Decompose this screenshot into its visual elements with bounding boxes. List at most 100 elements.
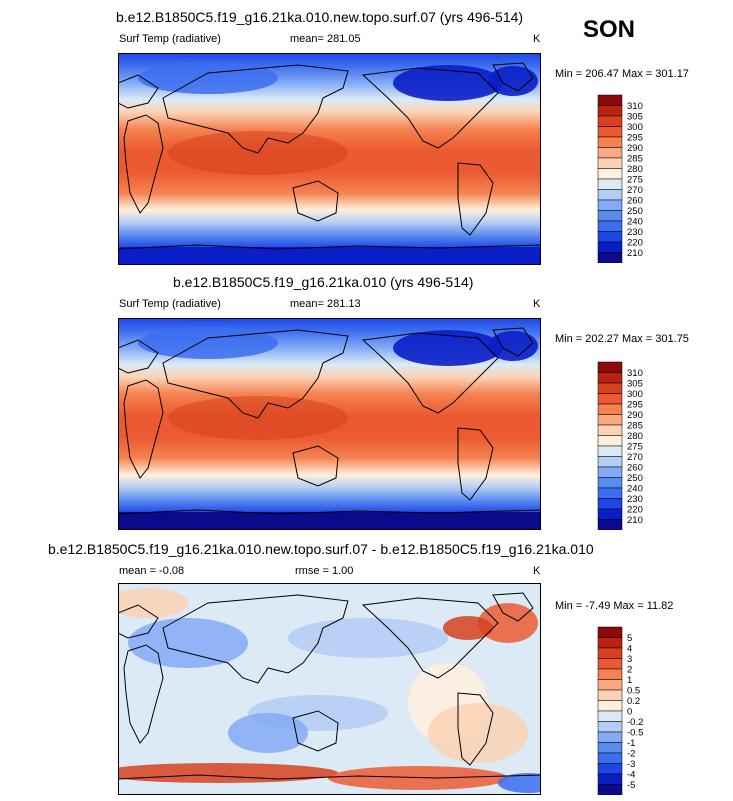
colorbar-1-swatch	[597, 136, 623, 148]
panel-2-colorbar: 3103053002952902852802752702602502402302…	[597, 361, 643, 530]
panel-2-minmax: Min = 202.27 Max = 301.75	[555, 333, 689, 345]
coastline	[123, 114, 164, 214]
map-frame	[118, 53, 541, 265]
panel-1-variable-label: Surf Temp (radiative)	[119, 33, 221, 45]
siberia-cold-region	[138, 327, 278, 359]
colorbar-1-swatch	[597, 94, 623, 106]
panel-2-mean: mean= 281.13	[290, 298, 361, 310]
colorbar-2-tick-label: 240	[627, 484, 643, 495]
colorbar-2-swatch	[597, 403, 623, 415]
coastline	[123, 379, 164, 479]
colorbar-1-swatch	[597, 231, 623, 243]
coastline	[162, 329, 349, 419]
colorbar-1-swatch	[597, 126, 623, 138]
colorbar-2-tick-label: 280	[627, 431, 643, 442]
colorbar-3-tick-label: 3	[627, 654, 632, 665]
colorbar-2-swatch	[597, 435, 623, 447]
colorbar-1-swatch	[597, 157, 623, 169]
coastline	[292, 710, 339, 752]
panel-2-units: K	[533, 298, 541, 310]
panel-1-units: K	[533, 33, 541, 45]
colorbar-2-tick-label: 285	[627, 421, 643, 432]
difference-anomaly-region	[498, 773, 541, 793]
colorbar-1-swatch	[597, 199, 623, 211]
colorbar-3-tick-label: 0	[627, 707, 632, 718]
colorbar-2-tick-label: 305	[627, 379, 643, 390]
panel-2-title: b.e12.B1850C5.f19_g16.21ka.010 (yrs 496-…	[173, 274, 474, 290]
colorbar-3-swatch	[597, 637, 623, 649]
panel-3-title: b.e12.B1850C5.f19_g16.21ka.010.new.topo.…	[48, 541, 594, 557]
difference-anomaly-region	[443, 616, 493, 640]
colorbar-3-swatch	[597, 773, 623, 785]
colorbar-3-tick-label: -0.2	[627, 717, 643, 728]
difference-anomaly-region	[128, 618, 248, 668]
colorbar-2-swatch	[597, 456, 623, 468]
coastline	[292, 445, 339, 487]
colorbar-3-tick-label: -4	[627, 770, 635, 781]
panel-3-map	[118, 583, 541, 795]
colorbar-2-tick-label: 300	[627, 389, 643, 400]
colorbar-2-tick-label: 250	[627, 473, 643, 484]
colorbar-1-tick-label: 270	[627, 185, 643, 196]
coastline	[123, 644, 164, 744]
colorbar-3-swatch	[597, 731, 623, 743]
coastline	[457, 162, 494, 236]
map-frame	[118, 583, 541, 795]
coastline	[361, 67, 499, 149]
arctic-canada-cold-region	[393, 65, 503, 101]
colorbar-2-tick-label: 290	[627, 410, 643, 421]
colorbar-1-swatch	[597, 241, 623, 253]
difference-anomaly-region	[228, 713, 308, 753]
colorbar-3-tick-label: -1	[627, 738, 635, 749]
colorbar-3-swatch	[597, 668, 623, 680]
colorbar-2-tick-label: 270	[627, 452, 643, 463]
coastline	[118, 339, 159, 374]
panel-3-minmax: Min = -7.49 Max = 11.82	[555, 600, 674, 612]
greenland-cold-region	[488, 331, 538, 361]
colorbar-3-swatch	[597, 752, 623, 764]
colorbar-3-tick-label: 0.2	[627, 696, 640, 707]
colorbar-2-swatch	[597, 487, 623, 499]
coastline	[292, 180, 339, 222]
coastline	[457, 692, 494, 766]
colorbar-1-swatch	[597, 252, 623, 263]
panel-1-map	[118, 53, 541, 265]
colorbar-1-swatch	[597, 220, 623, 232]
colorbar-2-tick-label: 260	[627, 463, 643, 474]
coastline	[361, 597, 499, 679]
colorbar-2-swatch	[597, 466, 623, 478]
coastline	[457, 427, 494, 501]
colorbar-2-swatch	[597, 393, 623, 405]
panel-3-units: K	[533, 565, 541, 577]
colorbar-2-swatch	[597, 361, 623, 373]
panel-3-mean: mean = -0.08	[119, 565, 185, 577]
colorbar-2-swatch	[597, 445, 623, 457]
colorbar-1-tick-label: 280	[627, 164, 643, 175]
panel-1-colorbar: 3103053002952902852802752702602502402302…	[597, 94, 643, 263]
panel-2-map	[118, 318, 541, 530]
colorbar-3-tick-label: 4	[627, 644, 632, 655]
colorbar-1-swatch	[597, 147, 623, 159]
colorbar-2-swatch	[597, 424, 623, 436]
colorbar-2-swatch	[597, 382, 623, 394]
colorbar-1-tick-label: 305	[627, 112, 643, 123]
panel-1-minmax: Min = 206.47 Max = 301.17	[555, 68, 689, 80]
coastline	[118, 774, 541, 780]
panel-1-title: b.e12.B1850C5.f19_g16.21ka.010.new.topo.…	[116, 9, 524, 25]
colorbar-1-swatch	[597, 105, 623, 117]
colorbar-1-tick-label: 210	[627, 248, 643, 259]
colorbar-2-swatch	[597, 519, 623, 530]
colorbar-3-swatch	[597, 626, 623, 638]
colorbar-3-swatch	[597, 658, 623, 670]
colorbar-2-tick-label: 310	[627, 368, 643, 379]
colorbar-1-swatch	[597, 178, 623, 190]
colorbar-3-swatch	[597, 710, 623, 722]
greenland-cold-region	[488, 66, 538, 96]
coastline	[118, 509, 541, 515]
colorbar-2-swatch	[597, 372, 623, 384]
coastline	[118, 74, 159, 109]
colorbar-3-tick-label: -3	[627, 759, 635, 770]
difference-anomaly-region	[428, 703, 528, 763]
colorbar-3-swatch	[597, 763, 623, 775]
